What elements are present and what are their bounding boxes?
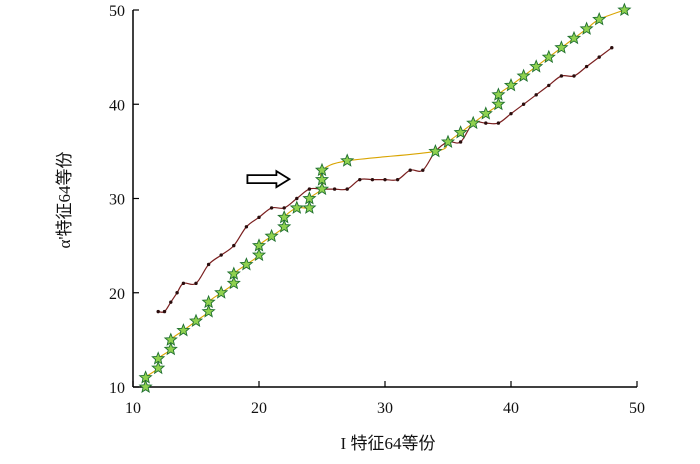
data-point-star [277,219,292,233]
series-layer [138,2,632,393]
data-point-star [151,351,166,365]
data-point-star [503,77,519,92]
y-tick-label: 50 [109,3,125,20]
x-tick-label: 10 [125,400,141,417]
data-point [395,177,400,182]
data-point-star [251,247,267,262]
data-point [408,168,412,172]
data-point-star [541,49,556,64]
data-point-star [566,30,582,45]
data-point-star [163,341,178,356]
data-point-star [340,153,355,167]
data-point [421,168,425,172]
data-point-star [516,68,531,82]
data-point-star [554,40,569,54]
data-point-star [289,200,304,214]
data-point-star [138,379,153,393]
y-axis-label: α'特征64等份 [55,152,74,249]
data-point [175,291,179,295]
data-point-star [251,238,267,252]
data-point [257,215,261,220]
data-point-star [277,209,292,224]
data-point [370,177,375,182]
axes [132,10,637,388]
data-point-star [453,125,468,139]
x-tick-label: 30 [377,400,393,417]
annotation-arrow [246,169,292,189]
data-point-star [466,115,481,130]
data-point [559,74,564,78]
data-point-star [579,21,594,35]
y-tick-label: 20 [109,286,125,303]
data-point-star [163,332,178,346]
data-point [181,281,186,286]
data-point [547,83,551,88]
data-point [597,55,601,59]
data-point [162,309,167,314]
data-point [383,177,387,182]
data-point [232,243,236,248]
data-point [219,253,223,257]
data-point-star [226,266,241,280]
data-point-star [314,172,330,186]
data-point-star [151,360,166,375]
x-tick-label: 40 [503,400,519,417]
ticks: 10 20 30 40 50 10 20 30 40 50 [109,3,645,417]
data-point [484,121,488,125]
annotation-layer [246,169,292,189]
data-point-star [188,313,204,327]
data-point-star [176,323,191,337]
data-point-star [428,143,443,158]
y-tick-label: 40 [109,97,125,114]
series-line [144,9,625,388]
data-point [509,111,513,116]
data-point-star [138,370,153,384]
data-point-star [491,87,506,101]
data-point [295,196,299,201]
data-point [156,309,160,314]
data-point [521,102,526,106]
series-2 [138,2,632,393]
data-point [610,46,614,50]
data-point-star [302,191,317,205]
data-point-star [239,257,254,271]
data-point-star [314,162,330,177]
data-point [206,262,211,267]
data-point [169,300,173,304]
data-point [282,206,286,210]
y-tick-label: 30 [109,192,125,209]
data-point-star [592,11,607,26]
data-point-star [201,304,216,318]
data-point [534,93,538,97]
data-point-star [302,200,317,214]
data-point [332,187,337,191]
data-point-star [214,285,229,299]
data-point [496,121,501,125]
data-point [194,281,198,286]
x-axis-label: I 特征64等份 [341,434,436,453]
data-point-star [226,275,241,290]
data-point [345,187,349,191]
data-point-star [440,134,456,149]
data-point-star [491,96,506,111]
data-point [269,206,274,210]
x-tick-label: 50 [629,400,645,417]
data-point [244,225,249,229]
series-1 [156,46,614,314]
data-point [584,64,589,69]
data-point [458,140,463,144]
data-point-star [314,181,330,196]
data-point-star [617,2,632,16]
y-tick-label: 10 [109,380,125,397]
data-point-star [264,228,279,243]
data-point-star [529,59,544,73]
data-point-star [478,106,493,120]
data-point [572,74,576,78]
data-point-star [201,294,216,309]
x-tick-label: 20 [251,400,267,417]
data-point [307,187,312,191]
data-point [358,177,362,182]
